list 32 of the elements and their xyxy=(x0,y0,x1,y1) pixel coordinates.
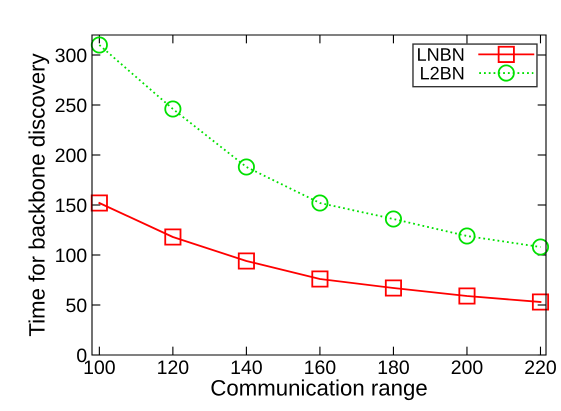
y-tick-label: 250 xyxy=(56,98,86,112)
point xyxy=(238,252,255,270)
x-tick-label: 180 xyxy=(378,360,409,374)
point xyxy=(238,158,255,176)
y-tick-label: 50 xyxy=(66,298,86,312)
point xyxy=(384,210,402,228)
y-tick-label: 150 xyxy=(56,198,86,212)
x-tick-label: 200 xyxy=(452,360,482,374)
point xyxy=(532,293,550,311)
y-tick-label: 200 xyxy=(56,148,86,162)
point xyxy=(311,270,328,288)
y-tick-label: 0 xyxy=(77,348,86,362)
legend-label: L2BN xyxy=(421,66,464,80)
point xyxy=(164,228,182,246)
point xyxy=(458,287,476,305)
x-tick-label: 220 xyxy=(525,360,556,374)
y-axis-title: Time for backbone discovery xyxy=(28,53,50,336)
legend-label: LNBN xyxy=(418,48,464,61)
y-tick-label: 300 xyxy=(55,48,86,62)
point xyxy=(164,100,182,118)
x-tick-label: 160 xyxy=(305,360,336,374)
x-tick-label: 140 xyxy=(232,360,262,374)
y-tick-label: 100 xyxy=(56,248,86,262)
point xyxy=(458,227,476,245)
point xyxy=(90,36,108,54)
x-axis-title: Communication range xyxy=(211,379,427,400)
point xyxy=(384,279,402,297)
x-tick-label: 120 xyxy=(158,360,188,374)
point xyxy=(532,238,550,256)
x-tick-label: 100 xyxy=(84,360,115,374)
point xyxy=(90,194,108,212)
point xyxy=(311,194,328,212)
